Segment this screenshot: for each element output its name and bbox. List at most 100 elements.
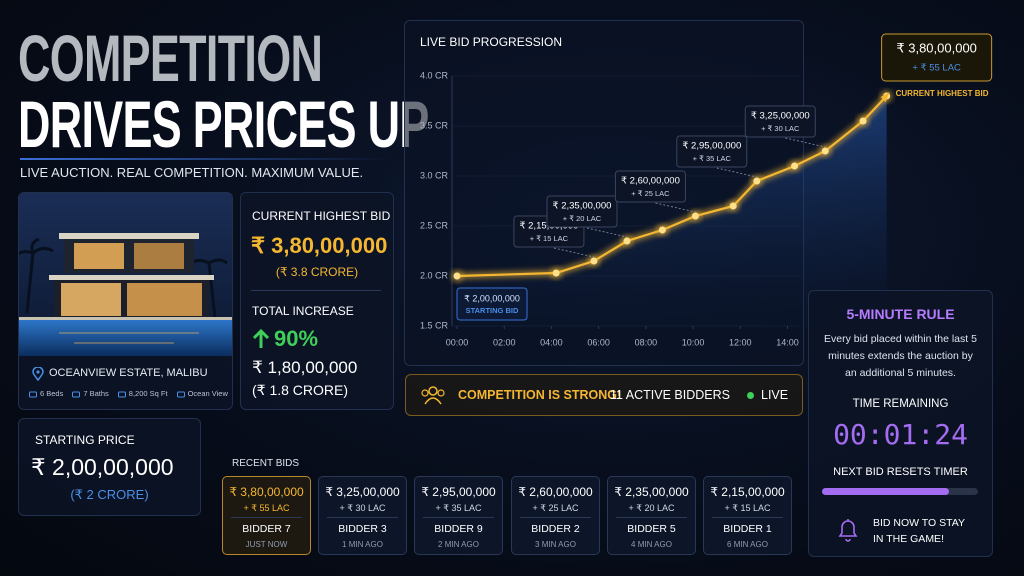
people-icon (421, 386, 445, 405)
point (552, 269, 560, 277)
point-label: ₹ 3,25,00,000 (751, 111, 810, 122)
bid-divider (327, 517, 398, 518)
point (453, 272, 461, 280)
point-box (676, 135, 748, 168)
feature-row: 6 Beds 7 Baths 8,200 Sq Ft Ocean View (29, 389, 229, 398)
point (791, 162, 799, 170)
x-tick-label: 08:00 (635, 337, 658, 347)
point (658, 226, 666, 234)
bid-change: + ₹ 25 LAC (532, 503, 579, 513)
point-change: + ₹ 25 LAC (631, 189, 670, 198)
increase-label: TOTAL INCREASE (252, 304, 354, 318)
bid-time: 3 MIN AGO (535, 540, 576, 549)
bid-change: + ₹ 35 LAC (435, 503, 482, 513)
point (590, 257, 598, 265)
rule-text: Every bid placed within the last 5 minut… (824, 333, 977, 379)
feature-label: 7 Baths (83, 389, 109, 398)
feature-icon (72, 391, 81, 397)
bid-time: 1 MIN AGO (342, 540, 383, 549)
starting-price-panel: STARTING PRICE ₹ 2,00,00,000 (₹ 2 CRORE) (18, 418, 201, 516)
point-label: ₹ 2,00,00,000 (464, 293, 520, 303)
point-note: STARTING BID (466, 306, 519, 315)
starting-price-crore: (₹ 2 CRORE) (70, 487, 149, 502)
rule-title: 5-MINUTE RULE (846, 306, 955, 322)
y-tick-label: 3.5 CR (420, 120, 449, 130)
bid-card: ₹ 2,15,00,000 + ₹ 15 LAC BIDDER 1 6 MIN AGO (703, 476, 792, 555)
feature-label: 6 Beds (40, 389, 64, 398)
title-line-2: DRIVES PRICES UP (18, 87, 429, 161)
bid-amount: ₹ 3,80,00,000 (229, 485, 304, 499)
callout-box (881, 33, 993, 82)
live-label: LIVE (761, 388, 789, 402)
bid-divider (616, 517, 687, 518)
bid-amount: ₹ 3,25,00,000 (325, 485, 400, 499)
bid-card: ₹ 2,35,00,000 + ₹ 20 LAC BIDDER 5 4 MIN AGO (607, 476, 696, 555)
starting-price-label: STARTING PRICE (35, 433, 135, 447)
pin-icon (32, 367, 44, 381)
callout-amount: ₹ 3,80,00,000 (896, 40, 977, 55)
point-box (614, 170, 686, 203)
connector (716, 167, 757, 178)
feature: 7 Baths (72, 389, 109, 398)
cta: BID NOW TO STAY IN THE GAME! (873, 517, 965, 545)
point-change: + ₹ 35 LAC (693, 154, 732, 163)
chart: LIVE BID PROGRESSION 1.5 CR 2.0 CR 2.5 CR 3… (420, 33, 993, 347)
point-box (546, 195, 618, 228)
banner-bidders: 11 ACTIVE BIDDERS (610, 388, 730, 402)
feature: 8,200 Sq Ft (117, 389, 168, 398)
point (729, 202, 737, 210)
live-dot (747, 392, 754, 399)
point-note: CURRENT HIGHEST BID (896, 89, 989, 98)
x-tick-label: 10:00 (682, 337, 705, 347)
bid-divider (231, 517, 302, 518)
bidder: BIDDER 5 (627, 523, 676, 535)
bid-amount: ₹ 2,95,00,000 (421, 485, 496, 499)
bid-card: ₹ 2,60,00,000 + ₹ 25 LAC BIDDER 2 3 MIN AGO (511, 476, 600, 555)
feature: Ocean View (176, 389, 228, 398)
chart-title: LIVE BID PROGRESSION (420, 35, 562, 49)
connector (655, 202, 696, 213)
bid-change: + ₹ 55 LAC (243, 503, 290, 513)
feature-label: 8,200 Sq Ft (128, 389, 168, 398)
bid-change: + ₹ 15 LAC (724, 503, 771, 513)
bidder: BIDDER 9 (434, 523, 483, 535)
end-arrow (880, 92, 890, 102)
point (753, 177, 761, 185)
y-tick-label: 3.0 CR (420, 170, 449, 180)
feature-label: Ocean View (187, 389, 228, 398)
point (821, 147, 829, 155)
status-banner: COMPETITION IS STRONG! 11 ACTIVE BIDDERS… (405, 374, 803, 416)
divider (251, 290, 381, 291)
progress-fill (822, 488, 949, 495)
increase-amount: ₹ 1,80,00,000 (252, 358, 358, 377)
bidder: BIDDER 1 (723, 523, 772, 535)
bid-change: + ₹ 30 LAC (339, 503, 386, 513)
property-card: OCEANVIEW ESTATE, MALIBU 6 Beds 7 Baths 8,… (18, 192, 233, 410)
x-tick-label: 12:00 (729, 337, 752, 347)
point-box (744, 105, 816, 138)
bid-time: 6 MIN AGO (727, 540, 768, 549)
point-change: + ₹ 30 LAC (761, 124, 800, 133)
callout-change: + ₹ 55 LAC (912, 63, 961, 74)
bid-time: JUST NOW (245, 540, 288, 549)
bell-icon (838, 519, 858, 542)
connector (586, 227, 628, 238)
property-image (19, 193, 232, 356)
connector (785, 137, 826, 148)
x-tick-label: 02:00 (493, 337, 516, 347)
feature-icon (176, 391, 185, 397)
point-change: + ₹ 20 LAC (563, 214, 602, 223)
point-label: ₹ 2,35,00,000 (553, 201, 612, 212)
bid-divider (712, 517, 783, 518)
start-box (456, 287, 528, 321)
increase-percent: 90% (274, 326, 319, 351)
bidder: BIDDER 3 (338, 523, 387, 535)
point (691, 212, 699, 220)
bid-time: 4 MIN AGO (631, 540, 672, 549)
bid-card: ₹ 3,25,00,000 + ₹ 30 LAC BIDDER 3 1 MIN AGO (318, 476, 407, 555)
x-tick-label: 04:00 (540, 337, 563, 347)
bid-change: + ₹ 20 LAC (628, 503, 675, 513)
current-bid-panel: CURRENT HIGHEST BID ₹ 3,80,00,000 (₹ 3.8… (240, 192, 394, 410)
bid-divider (423, 517, 494, 518)
point (859, 117, 867, 125)
